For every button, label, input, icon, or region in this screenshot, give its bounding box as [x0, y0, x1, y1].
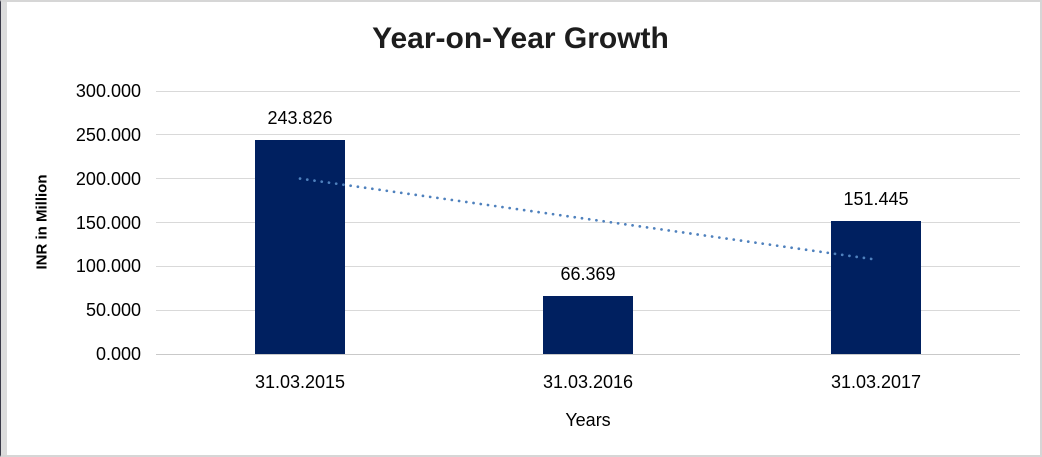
- bar-31.03.2017: [831, 221, 921, 354]
- y-tick-label: 150.000: [75, 212, 141, 233]
- x-tick-label: 31.03.2016: [542, 372, 634, 392]
- y-tick-label: 0.000: [95, 344, 141, 364]
- bar-value-label: 66.369: [560, 263, 616, 284]
- gridline: [156, 134, 1020, 136]
- bar-value-label: 243.826: [267, 108, 333, 129]
- y-tick-label: 50.000: [85, 300, 141, 321]
- gridline: [156, 90, 1020, 92]
- bar-value-label: 151.445: [843, 189, 909, 210]
- y-tick-label: 300.000: [75, 81, 141, 101]
- bar-31.03.2015: [255, 140, 345, 354]
- gridline: [156, 222, 1020, 223]
- y-tick-label: 100.000: [75, 256, 141, 277]
- left-edge-strip: [1, 2, 7, 455]
- x-tick-label: 31.03.2015: [254, 372, 346, 392]
- x-axis-line: [156, 353, 1020, 355]
- bar-31.03.2016: [543, 295, 633, 354]
- x-axis-title: Years: [565, 410, 611, 430]
- y-tick-label: 200.000: [75, 168, 141, 189]
- x-tick-label: 31.03.2017: [830, 372, 922, 392]
- gridline: [156, 178, 1020, 180]
- trendline-dotted: [298, 177, 878, 261]
- chart-title: Year-on-Year Growth: [372, 22, 669, 55]
- gridline: [156, 265, 1020, 267]
- y-tick-label: 250.000: [75, 124, 141, 145]
- plot-area: 243.826 66.369 151.445: [156, 90, 1020, 355]
